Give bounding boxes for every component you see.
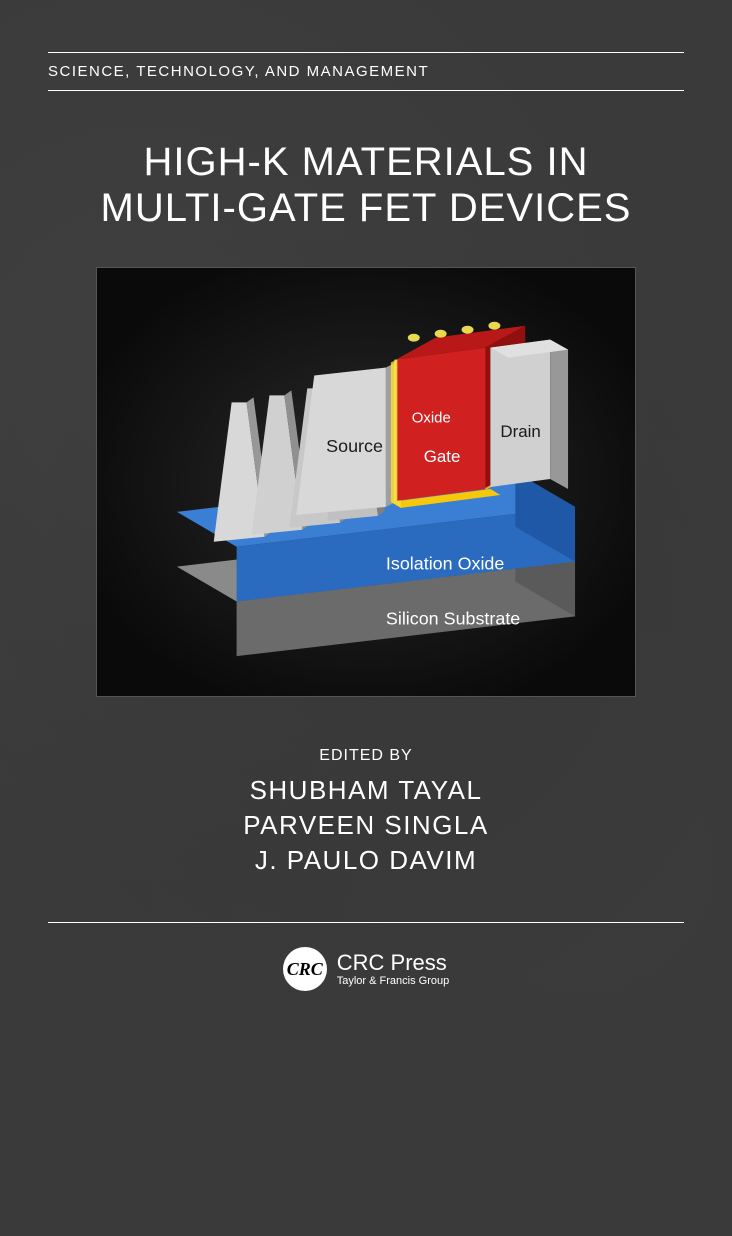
title-line-2: MULTI-GATE FET DEVICES bbox=[48, 185, 684, 231]
editor-2: PARVEEN SINGLA bbox=[0, 808, 732, 843]
series-label: SCIENCE, TECHNOLOGY, AND MANAGEMENT bbox=[48, 63, 684, 80]
editor-3: J. PAULO DAVIM bbox=[0, 843, 732, 878]
editors-block: SHUBHAM TAYAL PARVEEN SINGLA J. PAULO DA… bbox=[0, 773, 732, 878]
series-bar: SCIENCE, TECHNOLOGY, AND MANAGEMENT bbox=[48, 52, 684, 91]
bottom-rule bbox=[48, 922, 684, 923]
title-line-1: HIGH-K MATERIALS IN bbox=[48, 139, 684, 185]
crc-logo-icon: CRC bbox=[283, 947, 327, 991]
fet-diagram: Silicon Substrate Isolation Oxide Source… bbox=[96, 267, 636, 697]
gate-label: Gate bbox=[424, 447, 461, 466]
publisher-text: CRC Press Taylor & Francis Group bbox=[337, 951, 449, 987]
publisher-name: CRC Press bbox=[337, 951, 449, 975]
drain-label: Drain bbox=[500, 422, 540, 441]
edited-by-label: EDITED BY bbox=[0, 747, 732, 765]
substrate-label: Silicon Substrate bbox=[386, 608, 520, 628]
isolation-label: Isolation Oxide bbox=[386, 554, 504, 574]
title-block: HIGH-K MATERIALS IN MULTI-GATE FET DEVIC… bbox=[0, 139, 732, 231]
fet-svg: Silicon Substrate Isolation Oxide Source… bbox=[97, 268, 635, 696]
source-label: Source bbox=[326, 436, 383, 456]
editor-1: SHUBHAM TAYAL bbox=[0, 773, 732, 808]
publisher-tagline: Taylor & Francis Group bbox=[337, 975, 449, 987]
publisher-block: CRC CRC Press Taylor & Francis Group bbox=[0, 947, 732, 991]
oxide-label: Oxide bbox=[412, 409, 451, 426]
